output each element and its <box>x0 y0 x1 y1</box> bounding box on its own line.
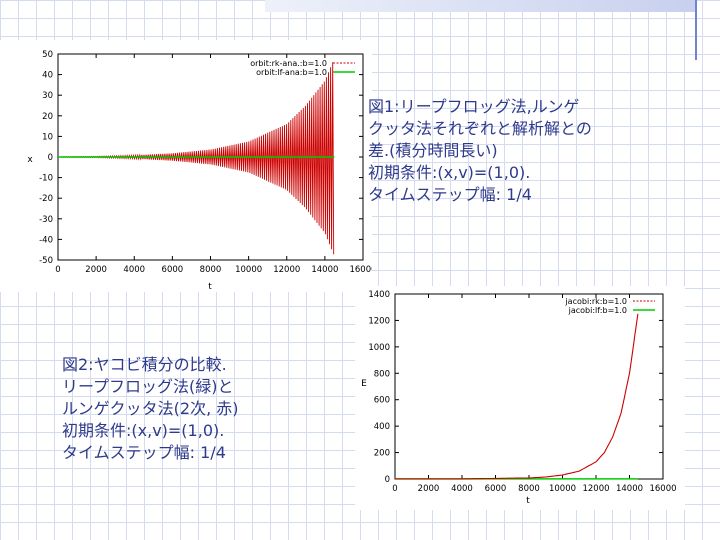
chart2-xtick-label: 12000 <box>582 484 609 494</box>
top-decoration-band <box>265 0 695 12</box>
chart1-xtick-label: 0 <box>55 265 60 275</box>
chart2-ytick-label: 1200 <box>368 316 390 326</box>
figure2-caption: 図2:ヤコビ積分の比較. リープフロッグ法(緑)と ルンゲクッタ法(2次, 赤)… <box>62 355 239 462</box>
orbit-chart-svg: 0 2000 4000 6000 8000 10000 12000 14000 16000 -50… <box>27 50 376 292</box>
chart1-ytick-label: -50 <box>39 256 53 266</box>
chart1-ytick-label: -40 <box>39 235 53 245</box>
chart1-xtick-label: 2000 <box>85 265 107 275</box>
chart1-ylabel: x <box>27 155 33 165</box>
chart2-xtick-label: 2000 <box>418 484 440 494</box>
chart1-xtick-label: 12000 <box>273 265 300 275</box>
chart2-ytick-label: 800 <box>374 369 390 379</box>
orbit-chart: 0 2000 4000 6000 8000 10000 12000 14000 16000 -50… <box>0 40 377 292</box>
chart1-xtick-label: 14000 <box>311 265 338 275</box>
chart1-xtick-label: 6000 <box>162 265 184 275</box>
jacobi-chart: 0 2000 4000 6000 8000 10000 12000 14000 16000 0 20… <box>355 286 685 510</box>
chart1-ytick-label: 40 <box>42 71 53 81</box>
chart2-legend-label-lf: jacobi:lf:b=1.0 <box>568 306 627 315</box>
chart1-legend-label-lf: orbit:lf-ana:b=1.0 <box>256 68 327 77</box>
chart2-xtick-label: 8000 <box>518 484 540 494</box>
chart1-ytick-label: -10 <box>39 174 53 184</box>
chart1-xtick-label: 10000 <box>235 265 262 275</box>
chart2-ytick-label: 1000 <box>368 343 390 353</box>
chart2-xlabel: t <box>526 496 530 506</box>
chart1-xtick-label: 4000 <box>123 265 145 275</box>
chart2-ytick-label: 600 <box>374 396 390 406</box>
chart1-ytick-label: 0 <box>48 153 53 163</box>
chart1-xtick-label: 16000 <box>349 265 372 275</box>
chart2-xtick-label: 14000 <box>616 484 643 494</box>
chart1-ytick-label: -20 <box>39 194 53 204</box>
chart2-ytick-label: 200 <box>374 449 390 459</box>
chart1-ytick-label: 20 <box>42 112 53 122</box>
chart2-xtick-label: 0 <box>392 484 397 494</box>
chart1-xlabel: t <box>208 282 212 292</box>
chart1-xtick-label: 8000 <box>200 265 222 275</box>
chart1-ytick-label: 50 <box>42 50 53 60</box>
chart1-ytick-label: 30 <box>42 91 53 101</box>
chart1-ytick-label: -30 <box>39 215 53 225</box>
chart2-legend-label-rk: jacobi:rk:b=1.0 <box>564 297 627 306</box>
chart2-ytick-label: 400 <box>374 422 390 432</box>
chart2-xtick-label: 6000 <box>485 484 507 494</box>
chart2-series-rk-line <box>395 313 639 480</box>
chart2-xtick-label: 10000 <box>549 484 576 494</box>
chart1-ytick-label: 10 <box>42 132 53 142</box>
jacobi-chart-svg: 0 2000 4000 6000 8000 10000 12000 14000 16000 0 20… <box>361 290 676 506</box>
chart2-plot-frame <box>394 293 664 480</box>
right-decoration-rule <box>695 0 697 60</box>
chart2-xtick-label: 4000 <box>451 484 473 494</box>
chart2-ytick-label: 0 <box>385 475 390 485</box>
figure1-caption: 図1:リープフロッグ法,ルンゲ クッタ法それぞれと解析解との 差.(積分時間長い… <box>368 97 592 204</box>
chart2-ylabel: E <box>361 379 367 389</box>
chart1-legend-label-rk: orbit:rk-ana.:b=1.0 <box>250 59 327 68</box>
chart2-xtick-label: 16000 <box>649 484 676 494</box>
chart2-ytick-label: 1400 <box>368 290 390 300</box>
